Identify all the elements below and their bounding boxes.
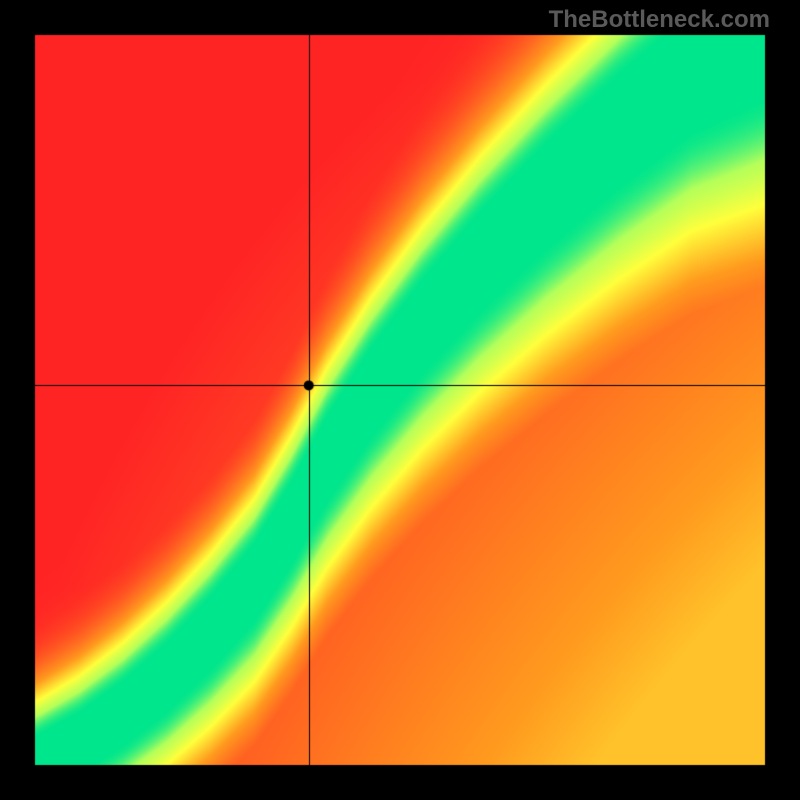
heatmap-canvas — [0, 0, 800, 800]
chart-container: TheBottleneck.com — [0, 0, 800, 800]
watermark-text: TheBottleneck.com — [549, 6, 770, 34]
